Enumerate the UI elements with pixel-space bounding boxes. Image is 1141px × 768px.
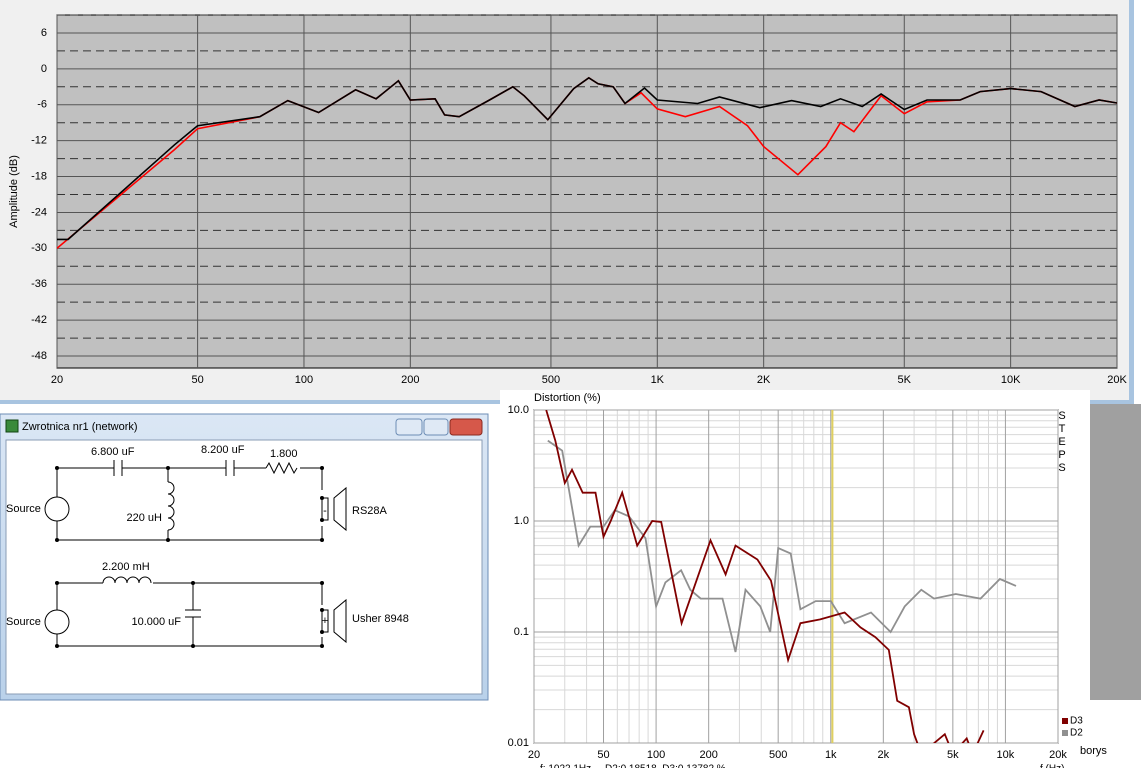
- x-tick-label: 2k: [878, 749, 890, 761]
- component-label: 220 uH: [127, 512, 163, 524]
- y-tick-label: -6: [37, 99, 47, 111]
- component-label: 10.000 uF: [131, 616, 181, 628]
- x-tick-label: 500: [542, 374, 560, 386]
- y-tick-label: -48: [31, 350, 47, 362]
- series-line: [57, 76, 1117, 241]
- x-tick-label: 100: [647, 749, 665, 761]
- status-bar: f: 1022.1Hz D2:0.18518 D3:0.13782 %: [540, 764, 726, 768]
- window-icon: [5, 419, 19, 433]
- y-tick-label: 10.0: [508, 404, 529, 416]
- capacitor: [113, 460, 235, 476]
- x-tick-label: 100: [295, 374, 313, 386]
- component-label: Source: [6, 616, 41, 628]
- legend-label: D3: [1070, 716, 1083, 727]
- legend-label: D2: [1070, 728, 1083, 739]
- source: [44, 496, 70, 522]
- x-tick-label: 50: [597, 749, 609, 761]
- x-axis-label: f (Hz): [1040, 764, 1064, 768]
- speaker: [321, 598, 347, 644]
- y-tick-label: -24: [31, 206, 47, 218]
- x-tick-label: 50: [191, 374, 203, 386]
- y-axis-label: Amplitude (dB): [8, 155, 20, 228]
- y-tick-label: -36: [31, 278, 47, 290]
- x-tick-label: 2K: [757, 374, 771, 386]
- component-label: 6.800 uF: [91, 446, 135, 458]
- x-tick-label: 20K: [1107, 374, 1127, 386]
- y-tick-label: 0: [41, 63, 47, 75]
- x-tick-label: 20k: [1049, 749, 1067, 761]
- background-window: [1090, 404, 1141, 700]
- x-tick-label: 5k: [947, 749, 959, 761]
- component-label: Source: [6, 503, 41, 515]
- minimize-button[interactable]: [395, 418, 423, 436]
- source: [44, 609, 70, 635]
- y-tick-label: 6: [41, 27, 47, 39]
- component-label: +: [322, 615, 328, 627]
- y-tick-label: -42: [31, 314, 47, 326]
- inductor: [102, 576, 152, 584]
- x-tick-label: 200: [699, 749, 717, 761]
- speaker: [321, 486, 347, 532]
- x-tick-label: 10k: [997, 749, 1015, 761]
- legend-swatch: [1062, 730, 1068, 736]
- network-window: Zwrotnica nr1 (network) 6.800 uF 8.20: [0, 413, 489, 701]
- window-content: [5, 439, 483, 695]
- x-tick-label: 500: [769, 749, 787, 761]
- resistor: [265, 461, 298, 475]
- x-tick-label: 1k: [825, 749, 837, 761]
- component-label: RS28A: [352, 505, 388, 517]
- x-tick-label: 20: [528, 749, 540, 761]
- component-label: 2.200 mH: [102, 561, 150, 573]
- capacitor: [185, 609, 201, 618]
- x-tick-label: 1K: [651, 374, 665, 386]
- series-line: [545, 410, 985, 743]
- component-label: 8.200 uF: [201, 444, 245, 456]
- junctions: [55, 466, 324, 648]
- x-tick-label: 20: [51, 374, 63, 386]
- y-tick-label: -18: [31, 170, 47, 182]
- legend-swatch: [1062, 718, 1068, 724]
- x-tick-label: 200: [401, 374, 419, 386]
- y-tick-label: -30: [31, 242, 47, 254]
- side-label: STEPS: [1056, 410, 1068, 475]
- credit: borys: [1080, 745, 1107, 757]
- y-tick-label: 0.1: [514, 626, 529, 638]
- close-button[interactable]: [449, 418, 483, 436]
- window-title: Zwrotnica nr1 (network): [22, 421, 138, 433]
- x-tick-label: 5K: [898, 374, 912, 386]
- component-label: 1.800: [270, 448, 298, 460]
- component-label: -: [323, 505, 327, 517]
- component-label: Usher 8948: [352, 613, 409, 625]
- plot-area: [56, 14, 1118, 369]
- y-tick-label: 0.01: [508, 737, 529, 749]
- x-tick-label: 10K: [1001, 374, 1021, 386]
- chart-title: Distortion (%): [534, 392, 601, 404]
- inductor: [167, 481, 175, 531]
- series-line: [547, 439, 1017, 653]
- maximize-button[interactable]: [423, 418, 449, 436]
- panel-border: [1129, 0, 1134, 404]
- y-tick-label: -12: [31, 135, 47, 147]
- plot-area: [533, 409, 1059, 744]
- y-tick-label: 1.0: [514, 515, 529, 527]
